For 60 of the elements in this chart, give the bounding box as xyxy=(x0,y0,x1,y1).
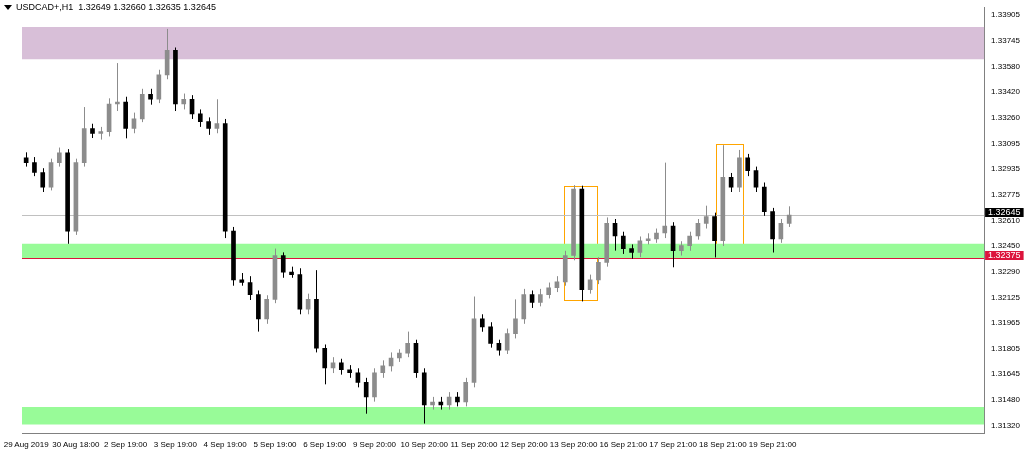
x-tick-label: 30 Aug 18:00 xyxy=(52,440,101,450)
x-tick-label: 2 Sep 19:00 xyxy=(104,440,148,450)
candlestick xyxy=(620,231,626,255)
candlestick xyxy=(131,112,137,134)
candlestick xyxy=(305,293,311,315)
candlestick xyxy=(355,367,361,388)
candlestick xyxy=(703,205,709,230)
candlestick xyxy=(280,251,286,279)
x-tick-label: 4 Sep 19:00 xyxy=(203,440,248,450)
candlestick xyxy=(745,153,751,177)
y-tick-label: 1.33420 xyxy=(991,87,1021,97)
x-tick-label: 19 Sep 21:00 xyxy=(748,440,797,450)
ref-line-label: 1.32375 xyxy=(988,249,1021,260)
candlestick xyxy=(513,298,518,339)
candlestick xyxy=(463,377,469,407)
x-tick-label: 16 Sep 21:00 xyxy=(599,440,648,450)
candlestick xyxy=(786,205,792,228)
y-tick-label: 1.32935 xyxy=(991,164,1021,174)
x-tick-label: 13 Sep 20:00 xyxy=(549,440,598,450)
x-tick-label: 9 Sep 20:00 xyxy=(352,440,397,450)
x-tick-label: 6 Sep 19:00 xyxy=(303,440,347,450)
x-tick-label: 3 Sep 19:00 xyxy=(153,440,198,450)
y-tick-label: 1.31480 xyxy=(991,395,1021,405)
y-tick-label: 1.32450 xyxy=(991,241,1021,251)
chart-title: USDCAD+,H1 1.32649 1.32660 1.32635 1.32645 xyxy=(16,2,216,12)
candlestick xyxy=(637,235,643,258)
candlestick xyxy=(56,147,62,168)
x-tick-label: 12 Sep 20:00 xyxy=(499,440,549,450)
y-tick-label: 1.32775 xyxy=(991,189,1021,199)
x-tick-label: 29 Aug 2019 xyxy=(3,440,50,450)
candlestick xyxy=(264,294,269,325)
y-tick-label: 1.31965 xyxy=(991,318,1021,328)
candlestick xyxy=(363,377,369,415)
y-tick-label: 1.31645 xyxy=(991,369,1021,379)
y-tick-label: 1.33095 xyxy=(991,138,1021,148)
y-tick-label: 1.32290 xyxy=(991,266,1021,276)
candlestick xyxy=(596,256,601,285)
candlestick xyxy=(504,328,510,355)
x-tick-label: 10 Sep 20:00 xyxy=(400,440,449,450)
ref-line-label: 1.32645 xyxy=(988,207,1021,218)
y-tick-label: 1.33580 xyxy=(991,61,1021,71)
candlestick xyxy=(662,162,668,239)
candlestick xyxy=(488,321,493,349)
y-tick-label: 1.31320 xyxy=(991,420,1021,430)
candlestick xyxy=(40,167,46,193)
y-tick-label: 1.32125 xyxy=(991,292,1021,302)
candlestick xyxy=(405,331,410,358)
x-tick-label: 11 Sep 20:00 xyxy=(450,440,499,450)
candlestick xyxy=(32,156,37,177)
y-tick-label: 1.32610 xyxy=(991,215,1021,225)
x-tick-label: 5 Sep 19:00 xyxy=(253,440,298,450)
candlestick xyxy=(687,231,692,252)
y-tick-label: 1.33905 xyxy=(991,10,1021,20)
y-tick-label: 1.31805 xyxy=(991,343,1021,353)
x-tick-label: 18 Sep 21:00 xyxy=(699,440,748,450)
x-tick-label: 17 Sep 21:00 xyxy=(649,440,698,450)
candlestick xyxy=(214,98,220,134)
candlestick xyxy=(322,343,328,385)
y-tick-label: 1.33260 xyxy=(991,112,1021,122)
y-tick-label: 1.33745 xyxy=(991,35,1021,45)
